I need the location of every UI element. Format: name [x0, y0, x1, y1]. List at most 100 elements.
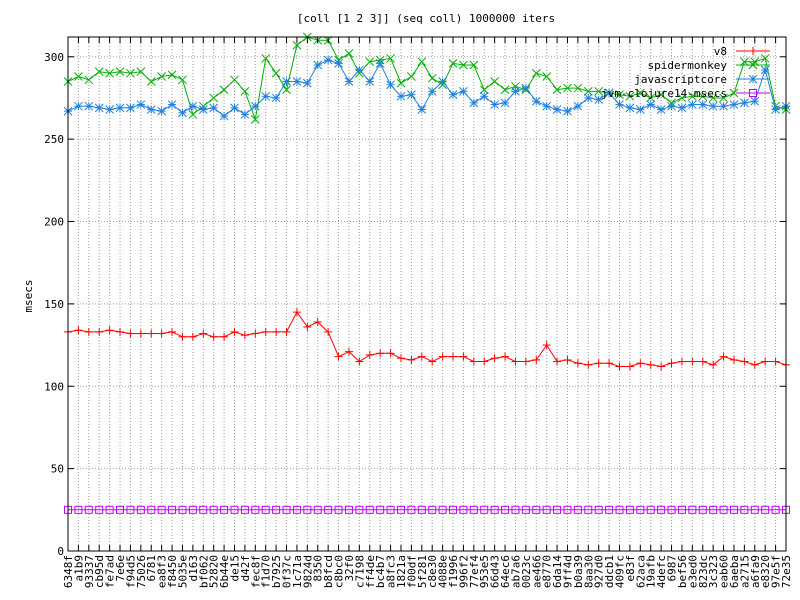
data-point [729, 100, 739, 109]
data-point [667, 101, 676, 111]
y-tick-label: 150 [44, 298, 64, 311]
data-point [469, 60, 479, 70]
data-point [615, 505, 624, 514]
data-point [490, 505, 499, 514]
data-point [396, 354, 405, 363]
data-point [760, 65, 770, 75]
data-point [604, 88, 614, 98]
data-point [625, 91, 635, 101]
data-point [583, 87, 593, 96]
data-point [469, 98, 479, 108]
data-point [344, 49, 354, 58]
data-point [740, 357, 749, 366]
data-point [438, 505, 447, 514]
data-point [271, 68, 281, 78]
x-tick-label: b7925 [270, 555, 283, 588]
data-point [250, 115, 260, 124]
y-axis-label: msecs [22, 279, 35, 312]
data-point [709, 360, 718, 369]
data-point [511, 505, 520, 514]
data-point [688, 505, 697, 514]
data-point [500, 98, 510, 108]
data-point [605, 359, 614, 368]
data-point [105, 68, 114, 78]
data-point [636, 505, 645, 514]
x-tick-label: 5f281 [416, 555, 429, 588]
data-point [157, 505, 166, 514]
data-point [115, 103, 125, 113]
data-point [449, 505, 458, 514]
data-point [771, 105, 780, 114]
data-point [646, 100, 656, 109]
data-point [219, 85, 229, 95]
data-point [479, 91, 489, 101]
data-point [313, 60, 323, 70]
data-point [542, 72, 552, 81]
data-point [303, 322, 312, 331]
data-point [84, 75, 94, 85]
data-point [250, 101, 260, 111]
x-tick-label: ff4de [364, 555, 377, 588]
data-point [116, 505, 125, 514]
data-point [261, 91, 271, 101]
data-point [407, 90, 416, 100]
data-point [324, 327, 333, 336]
data-point [376, 349, 385, 358]
x-tick-label: 4defc [655, 555, 668, 588]
data-point [448, 90, 458, 100]
data-point [365, 505, 374, 514]
data-point [615, 100, 624, 109]
data-point [167, 70, 177, 80]
data-point [449, 352, 458, 361]
data-point [115, 67, 125, 76]
data-point [313, 505, 322, 514]
data-point [719, 505, 728, 514]
data-point [521, 505, 530, 514]
data-point [272, 327, 281, 336]
data-point [511, 87, 520, 96]
data-point [771, 505, 780, 514]
x-tick-label: e83f [624, 555, 637, 582]
data-point [188, 110, 198, 119]
data-point [646, 360, 655, 369]
data-point [396, 78, 406, 88]
data-point [501, 352, 510, 361]
data-point [407, 505, 416, 514]
x-tick-label: e8320 [759, 555, 772, 588]
data-point [750, 96, 760, 106]
data-point [84, 327, 93, 336]
legend-item: javascriptcore [634, 73, 770, 86]
data-point [656, 105, 666, 114]
data-point [605, 505, 614, 514]
x-tick-label: 5035e [176, 555, 189, 588]
data-point [282, 85, 291, 95]
data-point [209, 505, 218, 514]
data-point [84, 101, 94, 111]
data-point [272, 505, 281, 514]
data-point [532, 505, 541, 514]
data-point [344, 505, 353, 514]
data-point [553, 357, 562, 366]
data-point [126, 103, 135, 113]
data-point [698, 505, 707, 514]
data-point [657, 362, 666, 371]
data-point [677, 505, 686, 514]
data-point [573, 83, 583, 93]
data-point [459, 87, 468, 96]
data-point [271, 93, 281, 103]
data-point [532, 355, 541, 364]
x-tick-label: 6b44e [218, 555, 231, 588]
data-point [490, 77, 499, 86]
x-tick-label: de15 [228, 555, 241, 582]
data-point [136, 505, 145, 514]
legend-item: jvm-clojure14-msecs [601, 87, 770, 100]
data-point [178, 108, 187, 118]
data-point [292, 77, 302, 86]
data-point [719, 352, 728, 361]
x-tick-label: c7198 [353, 555, 366, 588]
x-tick-label: e3ed0 [686, 555, 699, 588]
data-point [178, 75, 187, 85]
data-point [667, 359, 676, 368]
legend: v8spidermonkeyjavascriptcorejvm-clojure1… [601, 45, 770, 100]
data-point [167, 100, 177, 109]
